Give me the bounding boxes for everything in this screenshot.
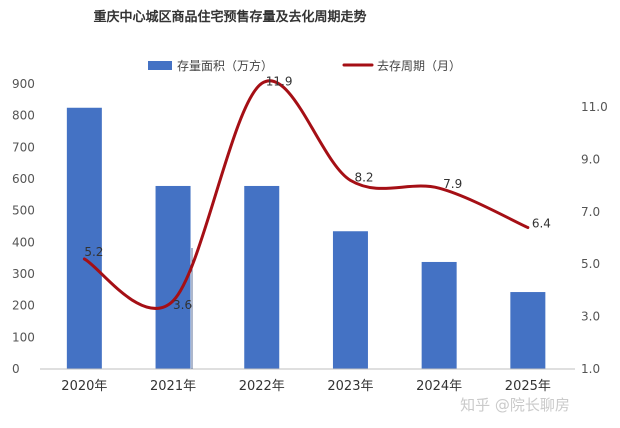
left-tick-label: 700: [12, 140, 35, 154]
point-label: 6.4: [532, 217, 551, 231]
watermark: 知乎 @院长聊房: [460, 396, 570, 414]
x-tick-label: 2023年: [327, 379, 373, 394]
x-tick-label: 2022年: [239, 379, 285, 394]
bar: [155, 185, 191, 369]
point-label: 5.2: [84, 245, 103, 259]
bar: [66, 107, 102, 369]
bar-series: [66, 107, 546, 369]
x-tick-label: 2021年: [150, 379, 196, 394]
legend-label-bar: 存量面积（万方）: [177, 58, 273, 73]
bar: [332, 231, 368, 369]
point-label: 7.9: [443, 177, 462, 191]
left-axis: 0 100 200 300 400 500 600 700 800 900: [12, 77, 35, 376]
x-tick-label: 2025年: [505, 379, 551, 394]
left-tick-label: 500: [12, 204, 35, 218]
x-axis-labels: 2020年 2021年 2022年 2023年 2024年 2025年: [61, 379, 551, 394]
right-axis: 1.0 3.0 5.0 7.0 9.0 11.0: [581, 100, 608, 376]
legend: 存量面积（万方） 去存周期（月）: [148, 58, 461, 73]
right-tick-label: 11.0: [581, 100, 608, 114]
right-tick-label: 5.0: [581, 257, 600, 271]
cycle-line: [82, 79, 530, 310]
left-tick-label: 900: [12, 77, 35, 91]
bar: [421, 261, 457, 369]
left-tick-label: 600: [12, 172, 35, 186]
x-tick-label: 2020年: [61, 379, 107, 394]
chart-title: 重庆中心城区商品住宅预售存量及去化周期走势: [93, 9, 366, 25]
point-label: 8.2: [354, 170, 373, 184]
left-tick-label: 100: [12, 330, 35, 344]
bar: [510, 292, 546, 369]
point-label: 3.6: [173, 298, 192, 312]
left-tick-label: 200: [12, 299, 35, 313]
legend-swatch-bar: [148, 61, 172, 70]
left-tick-label: 400: [12, 235, 35, 249]
left-tick-label: 300: [12, 267, 35, 281]
right-tick-label: 7.0: [581, 205, 600, 219]
right-tick-label: 9.0: [581, 152, 600, 166]
left-tick-label: 800: [12, 109, 35, 123]
left-tick-label: 0: [12, 362, 20, 376]
point-label: 11.9: [266, 74, 293, 88]
right-tick-label: 3.0: [581, 310, 600, 324]
legend-label-line: 去存周期（月）: [377, 59, 461, 73]
bar: [244, 185, 280, 369]
right-tick-label: 1.0: [581, 362, 600, 376]
x-tick-label: 2024年: [416, 379, 462, 394]
point-labels: 5.2 3.6 11.9 8.2 7.9 6.4: [84, 74, 551, 311]
